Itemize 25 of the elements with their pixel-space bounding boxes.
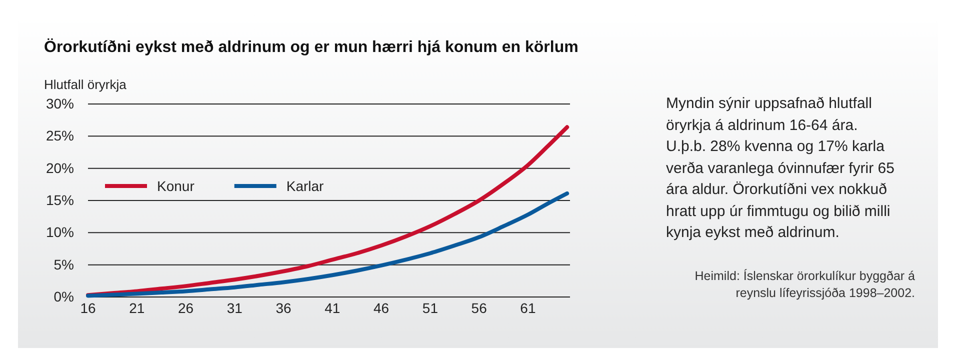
y-tick-label: 0% <box>54 288 74 304</box>
x-tick-label: 46 <box>374 300 390 316</box>
text: Heimild: Íslenskar örorkulíkur byggðar á reynslu lífeyrissjóða 1998–2002. <box>694 268 915 302</box>
x-tick-label: 51 <box>422 300 438 316</box>
chart-title: Örorkutíðni eykst með aldrinum og er mun hærri hjá konum en körlum <box>44 38 578 56</box>
text: Myndin sýnir uppsafnað hlutfall öryrkja á aldrinum 16-64 ára. U.þ.b. 28% kvenna og 17% karla verða varanlega óvinnufær fyrir 65 ára aldur. Örorkutíðni vex nokkuð hratt upp úr fimmtugu og bilið milli kynja eykst með aldrinum. <box>666 94 896 243</box>
y-axis-title: Hlutfall öryrkja <box>44 77 128 92</box>
y-tick-label: 5% <box>54 256 74 272</box>
x-tick-label: 21 <box>129 300 145 316</box>
y-tick-label: 20% <box>46 160 74 176</box>
x-tick-label: 41 <box>324 300 340 316</box>
x-tick-label: 16 <box>80 300 96 316</box>
x-tick-label: 31 <box>226 300 243 316</box>
y-tick-label: 15% <box>46 192 74 208</box>
x-tick-label: 61 <box>520 300 536 316</box>
y-tick-label: 30% <box>46 95 74 112</box>
y-tick-label: 25% <box>46 128 74 144</box>
legend-label: Konur <box>157 178 195 194</box>
x-tick-label: 56 <box>471 300 488 316</box>
x-tick-label: 26 <box>178 300 194 316</box>
x-tick-label: 36 <box>276 300 292 316</box>
line-series <box>86 191 570 298</box>
legend-label: Karlar <box>286 178 324 194</box>
y-tick-label: 10% <box>46 224 74 240</box>
line-series <box>86 125 570 298</box>
